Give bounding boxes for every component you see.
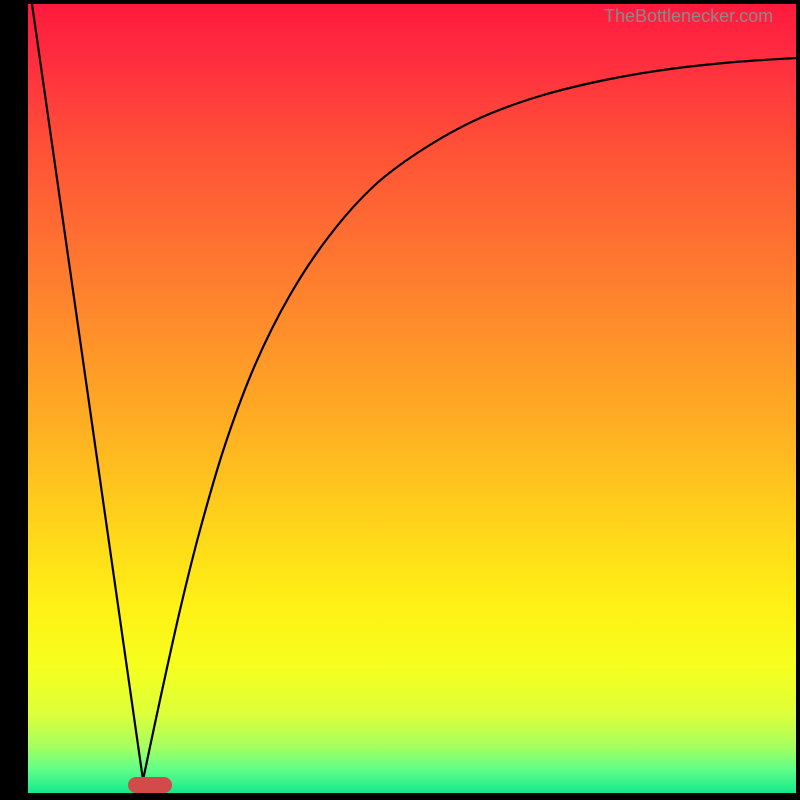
- chart-container: TheBottlenecker.com: [0, 0, 800, 800]
- watermark-text: TheBottlenecker.com: [604, 6, 773, 27]
- plot-area: [28, 4, 796, 793]
- curve-overlay: [28, 4, 796, 793]
- min-marker: [128, 777, 172, 793]
